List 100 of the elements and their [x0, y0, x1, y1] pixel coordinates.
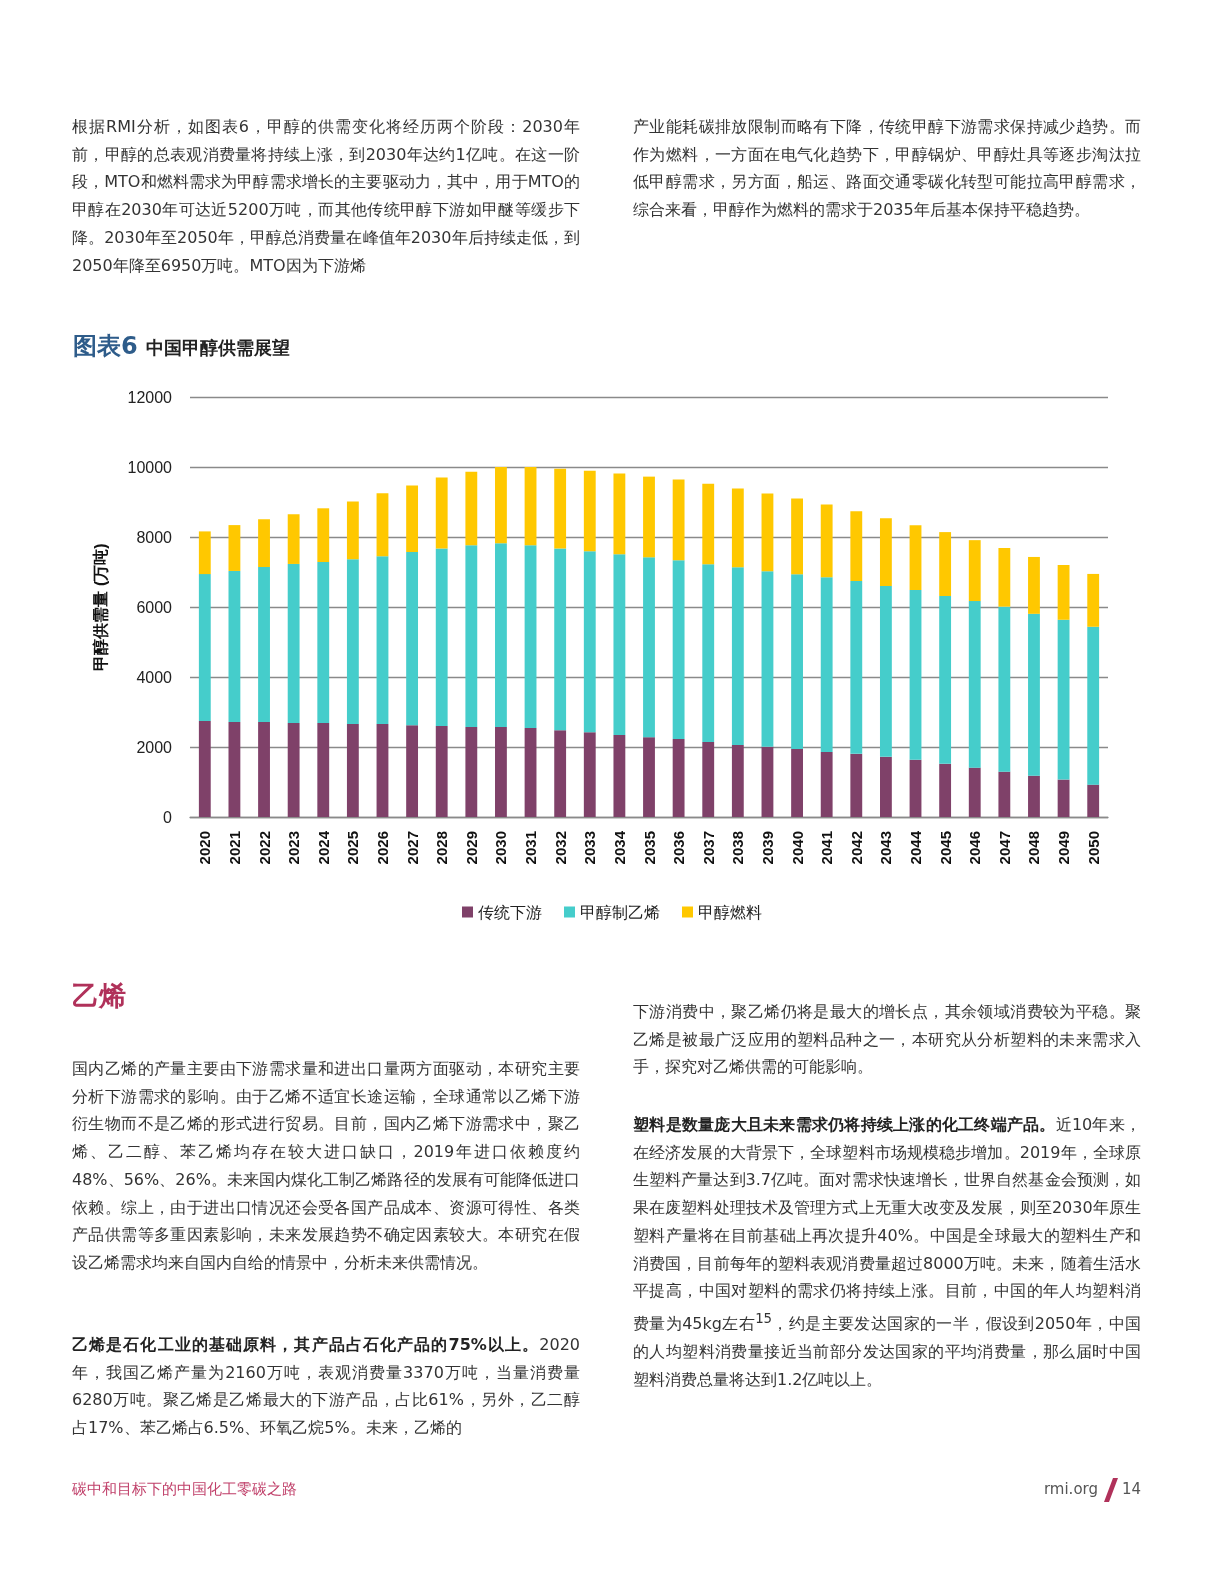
- y-tick-label: 4000: [136, 668, 173, 686]
- bar: [228, 570, 241, 722]
- bar: [1057, 565, 1070, 620]
- x-tick-label: 2044: [907, 830, 925, 865]
- x-tick-label: 2027: [403, 831, 421, 865]
- bar: [287, 723, 300, 817]
- bar: [465, 545, 478, 728]
- text: 根据RMI分析，如图表6，甲醇的供需变化将经历两个阶段：2030年前，甲醇的总表观消费量将持续上涨，到2030年达约1亿吨。在这一阶段，MTO和燃料需求为甲醇需求增长的主要驱动力，其中，用于MTO的甲醇在2030年可达近5200万吨，而其他传统甲醇下游如甲醚等缓步下降。2030年至2050年，甲醇总消费量在峰值年2030年后持续走低，到2050年降至6950万吨。MTO因为下游烯: [72, 116, 580, 277]
- bar: [317, 562, 330, 724]
- bar: [909, 525, 922, 591]
- bar: [583, 470, 596, 552]
- bar: [672, 560, 685, 739]
- text: 14: [1122, 1479, 1143, 1500]
- bar: [583, 551, 596, 733]
- bar: [346, 559, 359, 725]
- bar: [554, 730, 567, 817]
- bar: [998, 548, 1011, 607]
- bar: [850, 753, 863, 817]
- bar: [613, 734, 626, 817]
- bar: [1057, 619, 1070, 780]
- x-tick-label: 2022: [255, 831, 273, 865]
- bar: [1028, 775, 1040, 817]
- x-tick-label: 2038: [729, 831, 747, 865]
- x-tick-label: 2049: [1055, 831, 1073, 865]
- bar: [376, 724, 389, 817]
- x-tick-label: 2048: [1025, 831, 1043, 865]
- bar: [554, 468, 567, 549]
- bar: [791, 574, 803, 749]
- bar: [258, 519, 270, 568]
- bar: [258, 721, 270, 817]
- bar: [613, 473, 626, 555]
- y-tick-label: 2000: [136, 738, 173, 756]
- bar: [643, 476, 655, 558]
- bar: [672, 479, 685, 561]
- bar: [998, 771, 1011, 817]
- text: 下游消费中，聚乙烯仍将是最大的增长点，其余领域消费较为平稳。聚乙烯是被最广泛应用的塑料品种之一，本研究从分析塑料的未来需求入手，探究对乙烯供需的可能影响。: [633, 1001, 1141, 1079]
- bar: [524, 728, 537, 817]
- bar: [939, 763, 952, 817]
- x-tick-label: 2034: [610, 830, 628, 865]
- bar: [879, 756, 892, 817]
- text: 塑料是数量庞大且未来需求仍将持续上涨的化工终端产品。近10年来，在经济发展的大背景下，全球塑料市场规模稳步增加。2019年，全球原生塑料产量达到3.7亿吨。面对需求快速增长，世界自然基金会预测，如果在废塑料处理技术及管理方式上无重大改变及发展，则至2030年原生塑料产量将在目前基础上再次提升40%。中国是全球最大的塑料生产和消费国，目前每年的塑料表观消费量超过8000万吨。未来，随着生活水平提高，中国对塑料的需求仍将持续上涨。目前，中国的年人均塑料消费量为45kg左右$^{15}$，约是主要发达国家的一半，假设到2050年，中国的人均塑料消费量接近当前部分发达国家的平均消费量，那么届时中国塑料消费总量将达到1.2亿吨以上。: [633, 1115, 1142, 1389]
- chart-subtitle: 中国甲醇供需展望: [145, 337, 290, 358]
- x-tick-label: 2026: [373, 831, 391, 865]
- bar: [643, 737, 655, 817]
- bar: [820, 504, 833, 578]
- bar: [435, 548, 448, 726]
- bar: [346, 501, 359, 560]
- bar: [968, 767, 981, 817]
- x-tick-label: 2031: [522, 831, 540, 865]
- bar: [909, 590, 922, 760]
- bar: [495, 727, 507, 817]
- y-tick-label: 0: [163, 808, 173, 826]
- bar: [731, 488, 744, 568]
- x-tick-label: 2029: [462, 831, 480, 865]
- x-tick-label: 2030: [492, 831, 510, 865]
- bar: [1028, 613, 1040, 776]
- bar: [554, 548, 567, 731]
- bar: [435, 477, 448, 549]
- x-tick-label: 2023: [285, 831, 303, 865]
- chart-title: 图表6: [73, 332, 138, 360]
- bar: [761, 746, 774, 817]
- bar: [317, 723, 330, 817]
- y-tick-label: 12000: [127, 388, 173, 406]
- bar: [198, 721, 211, 817]
- bar: [702, 564, 715, 742]
- x-tick-label: 2036: [670, 831, 688, 865]
- bar: [406, 552, 419, 726]
- bar: [495, 543, 507, 728]
- bar: [376, 493, 389, 557]
- x-tick-label: 2024: [314, 830, 332, 865]
- x-tick-label: 2025: [344, 831, 362, 865]
- bar: [258, 567, 270, 722]
- text: rmi.org: [1042, 1479, 1098, 1500]
- bar: [998, 606, 1011, 772]
- bar: [495, 467, 507, 544]
- x-tick-label: 2039: [758, 831, 776, 865]
- x-tick-label: 2021: [225, 831, 243, 865]
- bar: [465, 471, 478, 546]
- x-tick-label: 2046: [966, 831, 984, 865]
- bar: [761, 493, 774, 572]
- y-tick-label: 6000: [136, 598, 173, 616]
- bar: [761, 571, 774, 747]
- x-tick-label: 2047: [995, 831, 1013, 865]
- bar: [198, 531, 211, 575]
- bar: [1087, 573, 1100, 627]
- bar: [524, 545, 537, 729]
- text: 乙烯是石化工业的基础原料，其产品占石化产品的75%以上。2020年，我国乙烯产量为2160万吨，表观消费量3370万吨，当量消费量6280万吨。聚乙烯是乙烯最大的下游产品，占比61%，另外，乙二醇占17%、苯乙烯占6.5%、环氧乙烷5%。未来，乙烯的: [72, 1334, 580, 1440]
- x-tick-label: 2040: [788, 831, 806, 865]
- bar: [731, 744, 744, 817]
- bar: [228, 525, 241, 571]
- x-tick-label: 2043: [877, 831, 895, 865]
- bar: [643, 557, 655, 738]
- bar: [850, 581, 863, 754]
- bar: [791, 498, 803, 575]
- bar: [376, 556, 389, 725]
- bar: [435, 726, 448, 817]
- bar: [1087, 784, 1100, 817]
- bar: [909, 759, 922, 817]
- x-tick-label: 2050: [1084, 831, 1102, 865]
- y-tick-label: 10000: [127, 458, 173, 476]
